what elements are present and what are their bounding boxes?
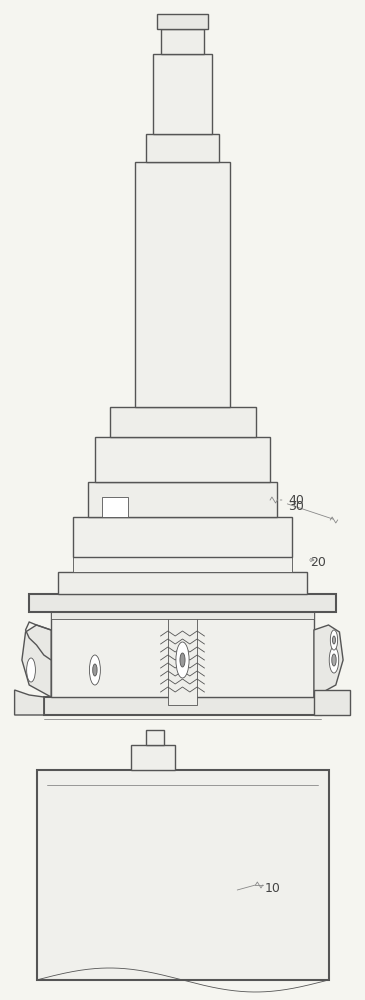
Polygon shape bbox=[314, 690, 350, 715]
Bar bbox=[29, 594, 336, 612]
Circle shape bbox=[176, 642, 189, 678]
Bar bbox=[95, 437, 270, 482]
Bar bbox=[131, 745, 175, 770]
Bar bbox=[135, 162, 230, 407]
Text: 10: 10 bbox=[265, 882, 280, 894]
Circle shape bbox=[93, 664, 97, 676]
Bar bbox=[168, 610, 197, 705]
Bar bbox=[102, 497, 128, 517]
Bar bbox=[157, 14, 208, 29]
Circle shape bbox=[329, 647, 339, 673]
Text: 40: 40 bbox=[288, 493, 304, 506]
Text: 30: 30 bbox=[288, 500, 304, 514]
Circle shape bbox=[27, 658, 35, 682]
Bar bbox=[73, 517, 292, 557]
Bar bbox=[153, 54, 212, 134]
Bar bbox=[51, 609, 314, 619]
Circle shape bbox=[180, 653, 185, 667]
Bar bbox=[161, 29, 204, 54]
Polygon shape bbox=[15, 690, 44, 715]
Text: 20: 20 bbox=[310, 556, 326, 570]
Bar bbox=[36, 770, 328, 980]
Circle shape bbox=[330, 630, 338, 650]
Text: 24: 24 bbox=[198, 534, 214, 546]
Polygon shape bbox=[22, 625, 51, 697]
Circle shape bbox=[333, 636, 335, 644]
Bar bbox=[73, 557, 292, 572]
Bar bbox=[51, 612, 314, 697]
Bar bbox=[44, 697, 321, 715]
Bar bbox=[58, 572, 307, 594]
Bar bbox=[146, 134, 219, 162]
Bar bbox=[146, 730, 164, 745]
Bar bbox=[110, 407, 256, 437]
Bar bbox=[88, 482, 277, 517]
Polygon shape bbox=[314, 625, 343, 697]
Circle shape bbox=[89, 655, 100, 685]
Circle shape bbox=[332, 654, 336, 666]
